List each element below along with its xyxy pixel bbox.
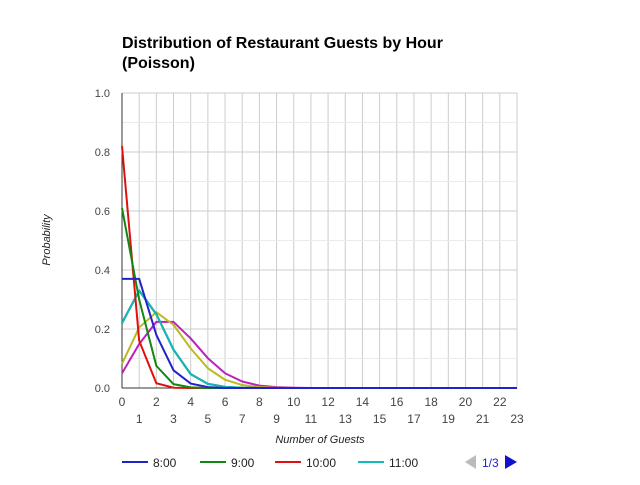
- x-tick-label: 5: [205, 412, 212, 426]
- series-line-800: [122, 277, 517, 389]
- chart-title-line-1: Distribution of Restaurant Guests by Hou…: [122, 35, 443, 52]
- legend-label: 8:00: [153, 456, 177, 470]
- tick-labels: 0.00.20.40.60.81.00123456789101112131415…: [95, 88, 524, 426]
- y-tick-label: 0.8: [95, 147, 110, 159]
- series-line-7: [121, 320, 517, 389]
- x-tick-label: 19: [442, 412, 456, 426]
- x-tick-label: 23: [510, 412, 524, 426]
- legend-item[interactable]: 8:00: [122, 456, 177, 470]
- legend-label: 10:00: [306, 456, 336, 470]
- y-axis-title: Probability: [41, 213, 53, 266]
- legend-item[interactable]: 11:00: [358, 456, 418, 470]
- x-tick-label: 20: [459, 395, 473, 409]
- x-tick-label: 7: [239, 412, 246, 426]
- series-lines: [121, 146, 517, 389]
- x-tick-label: 21: [476, 412, 490, 426]
- x-tick-label: 14: [356, 395, 370, 409]
- x-tick-label: 11: [305, 412, 318, 426]
- x-tick-label: 8: [256, 395, 263, 409]
- y-tick-label: 1.0: [95, 88, 110, 100]
- triangle-right-icon[interactable]: [505, 455, 517, 469]
- x-tick-label: 4: [187, 395, 194, 409]
- x-tick-label: 17: [407, 412, 421, 426]
- grid: [121, 92, 518, 389]
- series-line-1000: [121, 146, 517, 389]
- legend-label: 11:00: [389, 456, 418, 470]
- chart-title-line-2: (Poisson): [122, 55, 195, 72]
- legend-item[interactable]: 9:00: [200, 456, 255, 470]
- x-tick-label: 1: [136, 412, 143, 426]
- legend-label: 9:00: [231, 456, 255, 470]
- legend-item[interactable]: 10:00: [275, 456, 336, 470]
- chart-title: Distribution of Restaurant Guests by Hou…: [122, 35, 443, 72]
- y-tick-label: 0.2: [95, 324, 110, 336]
- x-tick-label: 16: [390, 395, 404, 409]
- legend-pager: 1/3: [465, 455, 517, 470]
- x-tick-label: 12: [321, 395, 335, 409]
- x-tick-label: 15: [373, 412, 387, 426]
- triangle-left-icon[interactable]: [465, 455, 476, 469]
- series-line-1100: [121, 289, 517, 389]
- x-tick-label: 0: [119, 395, 126, 409]
- series-line-5: [121, 289, 517, 389]
- x-tick-label: 6: [222, 395, 229, 409]
- x-tick-label: 2: [153, 395, 160, 409]
- y-tick-label: 0.0: [95, 383, 110, 395]
- y-tick-label: 0.6: [95, 206, 110, 218]
- x-tick-label: 3: [170, 412, 177, 426]
- x-tick-label: 18: [424, 395, 438, 409]
- pager-label: 1/3: [482, 456, 499, 470]
- x-axis-title: Number of Guests: [275, 434, 365, 446]
- y-tick-label: 0.4: [95, 265, 110, 277]
- x-tick-label: 22: [493, 395, 507, 409]
- legend: 8:00 9:00 10:00 11:00: [122, 456, 418, 470]
- x-tick-label: 13: [339, 412, 353, 426]
- x-tick-label: 10: [287, 395, 301, 409]
- x-tick-label: 9: [273, 412, 280, 426]
